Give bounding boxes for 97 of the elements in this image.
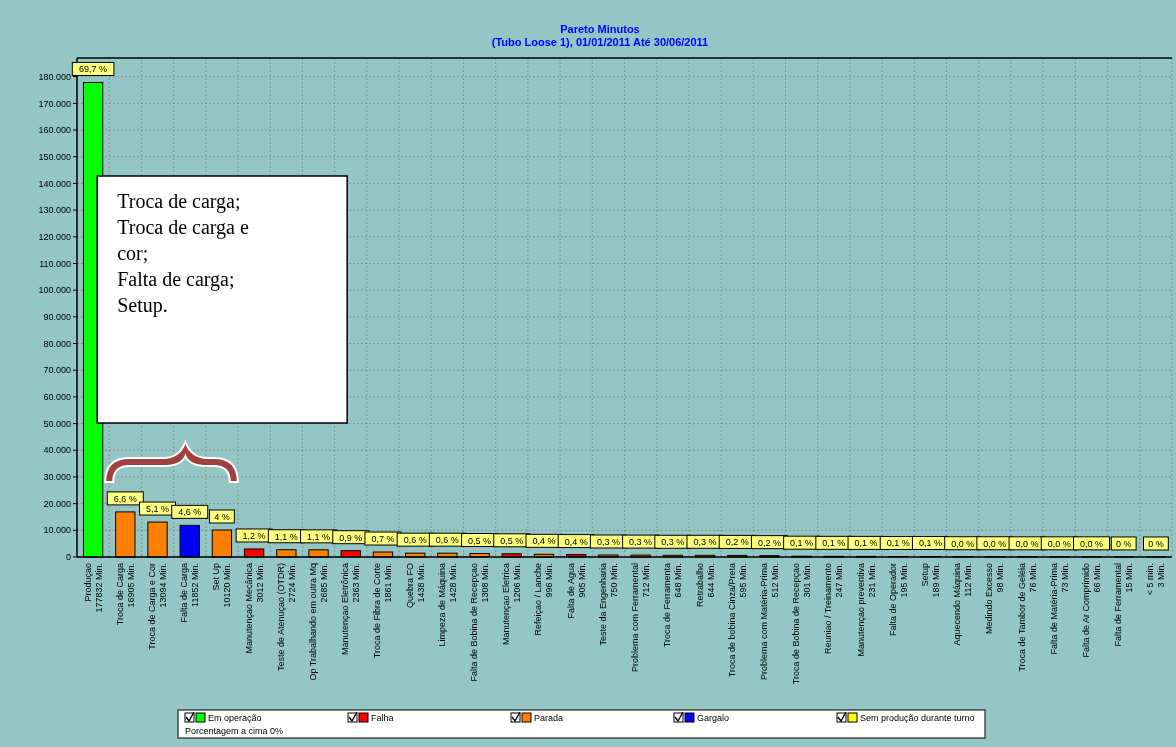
text: 0,1 % xyxy=(854,538,878,549)
x-tick-label: Produçao 177832 Min. xyxy=(82,563,104,613)
text: 4 % xyxy=(214,512,230,522)
y-tick-label: 140.000 xyxy=(38,178,71,189)
text: 4,6 % xyxy=(178,507,202,518)
x-tick-label: Quebra FO 1438 Min. xyxy=(404,563,426,609)
legend-label: Parada xyxy=(534,713,564,723)
x-tick-label: Medindo Excesso 98 Min. xyxy=(984,563,1006,635)
x-tick-label: Manutençao Eletrica 1206 Min. xyxy=(501,563,523,646)
text: 69,7 % xyxy=(79,64,108,75)
x-tick-label: Falta de Matéria-Prima 73 Min. xyxy=(1048,563,1070,655)
y-tick-label: 110.000 xyxy=(39,258,71,269)
y-tick-label: 50.000 xyxy=(43,418,71,429)
text: 0,3 % xyxy=(661,537,685,548)
text: Porcentagem a cima 0% xyxy=(185,726,284,736)
text: 0,1 % xyxy=(886,538,910,549)
text: 0,3 % xyxy=(693,537,717,548)
text: 1,1 % xyxy=(274,531,298,542)
legend-label: Em operação xyxy=(208,713,262,723)
y-tick-label: 70.000 xyxy=(43,365,71,376)
chart-subtitle: (Tubo Loose 1), 01/01/2011 Até 30/06/2011 xyxy=(491,36,709,48)
x-tick-label: Op Trabalhando em outra Mq 2685 Min. xyxy=(308,563,330,681)
text: 0,4 % xyxy=(564,536,588,547)
y-tick-label: 20.000 xyxy=(43,498,71,509)
y-tick-label: 160.000 xyxy=(38,125,71,136)
x-tick-label: Falta de Operador 195 Min. xyxy=(887,563,909,637)
text: 0,1 % xyxy=(918,538,942,549)
text: 0,0 % xyxy=(983,538,1007,549)
x-tick-label: Manutençao preventiva 231 Min. xyxy=(855,563,877,657)
x-tick-label: Falta de Agua 905 Min. xyxy=(565,563,587,619)
y-tick-label: 170.000 xyxy=(38,98,71,109)
x-tick-label: Troca de Carga e Cor 13094 Min. xyxy=(147,563,169,650)
y-tick-label: 120.000 xyxy=(38,231,71,242)
x-tick-label: Problema com Ferramental 712 Min. xyxy=(630,563,652,673)
x-tick-label: Reuniao / Treinamento 247 Min. xyxy=(823,563,845,655)
x-tick-label: Manutençao Eletrônica 2363 Min. xyxy=(340,563,362,656)
x-tick-label: Falta de Ar Comprimido 66 Min. xyxy=(1080,563,1102,658)
y-tick-label: 90.000 xyxy=(43,311,71,322)
chart-title: Pareto Minutos xyxy=(560,23,640,35)
x-tick-label: Troca de Ferramenta 648 Min. xyxy=(662,563,684,648)
text: 0,0 % xyxy=(1015,538,1039,549)
text: 0,2 % xyxy=(757,537,781,548)
x-tick-label: Falta de Bobina de Recepçao 1308 Min. xyxy=(469,563,491,682)
x-tick-label: Falta de Ferramental 15 Min. xyxy=(1113,563,1135,647)
x-tick-label: Problema com Matéria-Prima 512 Min. xyxy=(758,563,780,681)
text: 0,6 % xyxy=(403,535,427,546)
text: 0,5 % xyxy=(500,535,524,546)
y-tick-label: 60.000 xyxy=(43,392,71,403)
x-tick-label: Retrabalho 644 Min. xyxy=(694,563,716,608)
x-tick-label: Teste da Engenharia 750 Min. xyxy=(597,563,619,646)
y-tick-label: 30.000 xyxy=(43,472,71,483)
x-tick-label: Limpeza de Máquina 1428 Min. xyxy=(436,563,458,647)
legend-label: Gargalo xyxy=(697,713,730,723)
x-tick-label: Set Up 10120 Min. xyxy=(211,563,233,608)
x-tick-label: Troca de Fibra de Corte 1861 Min. xyxy=(372,563,394,659)
x-tick-label: < 5 min. 3 Min. xyxy=(1145,563,1167,596)
text: 0 % xyxy=(1115,538,1132,549)
text: 0,5 % xyxy=(468,535,492,546)
text: 0,9 % xyxy=(339,532,363,543)
y-tick-label: 40.000 xyxy=(43,445,71,456)
text: 0,2 % xyxy=(725,537,749,548)
y-tick-label: 10.000 xyxy=(43,525,71,536)
y-tick-label: 150.000 xyxy=(38,151,71,162)
text: 0,0 % xyxy=(1079,538,1103,549)
text: 6,6 % xyxy=(113,493,137,504)
text: 0,0 % xyxy=(1047,538,1071,549)
text: 1,1 % xyxy=(307,531,331,542)
text: 0,7 % xyxy=(371,534,395,545)
y-tick-label: 130.000 xyxy=(38,205,71,216)
text: 5,1 % xyxy=(146,504,170,515)
text: 0,4 % xyxy=(532,536,556,547)
x-tick-label: Refeiçao / Lanche 996 Min. xyxy=(533,563,555,636)
x-tick-label: Setup 189 Min. xyxy=(919,563,941,598)
text: 0,1 % xyxy=(822,538,846,549)
x-tick-label: Aquecendo Máquina 112 Min. xyxy=(952,563,974,646)
y-tick-label: 100.000 xyxy=(38,285,71,296)
y-tick-label: 80.000 xyxy=(43,338,71,349)
text-box: Troca de carga; Troca de carga e cor; Falta de carga; Setup. xyxy=(96,175,348,424)
x-tick-label: Troca de bobina Cinza/Preta 595 Min. xyxy=(726,563,748,678)
text: 0,3 % xyxy=(629,537,653,548)
legend-label: Sem produção durante turno xyxy=(860,713,975,723)
x-tick-label: Troca de Bobina de Recepçao 301 Min. xyxy=(791,563,813,685)
text: 1,2 % xyxy=(242,530,266,541)
x-tick-label: Falta de Carga 11852 Min. xyxy=(179,563,201,623)
text: 0,6 % xyxy=(435,535,459,546)
x-tick-label: Troca de Tambor de Geléia 76 Min. xyxy=(1016,563,1038,672)
y-tick-label: 180.000 xyxy=(38,71,71,82)
text: 0,1 % xyxy=(790,538,814,549)
x-tick-label: Manutençao Mecânica 3012 Min. xyxy=(243,563,265,654)
text: 0,3 % xyxy=(596,537,620,547)
text: 0,0 % xyxy=(951,538,975,549)
annotation: Troca de carga; Troca de carga e cor; Falta de carga; Setup. xyxy=(117,190,249,317)
legend-label: Falha xyxy=(371,713,394,723)
x-tick-label: Teste de Atenuçao (OTDR) 2724 Min. xyxy=(275,563,297,672)
y-tick-label: 0 xyxy=(65,552,71,563)
x-tick-label: Troca de Carga 16905 Min. xyxy=(114,563,136,626)
text: 0 % xyxy=(1148,538,1164,549)
